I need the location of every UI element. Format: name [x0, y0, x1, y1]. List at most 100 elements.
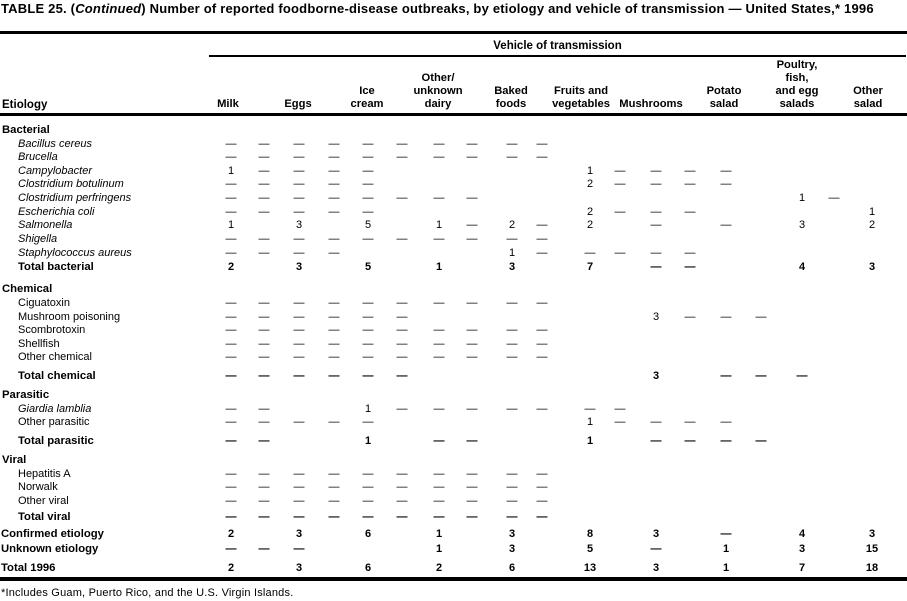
row-label: Clostridium perfringens [18, 192, 132, 204]
row-label: Brucella [18, 151, 58, 163]
cell-dash: — [225, 495, 237, 507]
cell-dash: — [328, 247, 340, 259]
cell-dash: — [828, 192, 840, 204]
cell-dash: — [362, 511, 374, 523]
cell-dash: — [328, 206, 340, 218]
cell-value: 15 [865, 543, 879, 555]
cell-value: 6 [364, 562, 372, 574]
table-row: Brucella — — — — — — — — — — [0, 151, 907, 164]
cell-dash: — [720, 528, 732, 540]
row-label: Giardia lamblia [18, 403, 92, 415]
cell-value: 3 [652, 562, 660, 574]
cell-value: 1 [364, 403, 372, 415]
cell-dash: — [225, 151, 237, 163]
cell-dash: — [225, 511, 237, 523]
cell-dash: — [433, 233, 445, 245]
col-header-line: dairy [424, 98, 452, 110]
col-header-line: salad [709, 98, 739, 110]
cell-dash: — [396, 311, 408, 323]
table-row: Campylobacter 1 — — — — 1 — — — — [0, 165, 907, 178]
cell-dash: — [536, 138, 548, 150]
cell-dash: — [536, 468, 548, 480]
cell-dash: — [433, 435, 445, 447]
cell-dash: — [584, 403, 596, 415]
cell-dash: — [536, 233, 548, 245]
cell-dash: — [225, 178, 237, 190]
col-header-line: and egg [775, 85, 819, 97]
cell-dash: — [258, 370, 270, 382]
cell-dash: — [433, 495, 445, 507]
table-row: Other parasitic — — — — — 1 — — — — [0, 416, 907, 429]
cell-dash: — [536, 351, 548, 363]
cell-dash: — [362, 338, 374, 350]
cell-dash: — [293, 165, 305, 177]
cell-dash: — [396, 151, 408, 163]
cell-value: 3 [868, 528, 876, 540]
cell-value: 3 [295, 219, 303, 231]
cell-dash: — [755, 370, 767, 382]
col-header-potato-salad: Potato salad [669, 85, 779, 111]
cell-dash: — [328, 151, 340, 163]
col-header-line: fish, [785, 72, 809, 84]
cell-dash: — [466, 435, 478, 447]
row-label: Confirmed etiology [1, 528, 104, 540]
cell-dash: — [396, 468, 408, 480]
table-row: Chemical [0, 283, 907, 296]
table-row: Giardia lamblia — — 1 — — — — — — — [0, 403, 907, 416]
row-label: Norwalk [18, 481, 58, 493]
cell-dash: — [396, 351, 408, 363]
cell-dash: — [293, 311, 305, 323]
table-row: Confirmed etiology 2 3 6 1 3 8 3—4 3 [0, 528, 907, 541]
cell-value: 2 [227, 528, 235, 540]
cell-value: 3 [652, 370, 660, 382]
table-row: Viral [0, 454, 907, 467]
cell-dash: — [506, 403, 518, 415]
cell-dash: — [293, 370, 305, 382]
table-row: Bacillus cereus — — — — — — — — — — [0, 138, 907, 151]
cell-dash: — [396, 138, 408, 150]
cell-dash: — [258, 468, 270, 480]
cell-dash: — [536, 324, 548, 336]
row-label: Shellfish [18, 338, 60, 350]
cell-dash: — [614, 247, 626, 259]
cell-dash: — [293, 351, 305, 363]
table-row: Norwalk — — — — — — — — — — [0, 481, 907, 494]
cell-dash: — [258, 416, 270, 428]
cell-dash: — [225, 435, 237, 447]
row-label: Clostridium botulinum [18, 178, 124, 190]
title-rule [0, 31, 907, 34]
cell-value: 1 [586, 165, 594, 177]
cell-dash: — [536, 338, 548, 350]
cell-dash: — [328, 233, 340, 245]
cell-dash: — [536, 219, 548, 231]
cell-dash: — [328, 351, 340, 363]
row-label: Shigella [18, 233, 58, 245]
row-label: Viral [2, 454, 27, 466]
cell-dash: — [684, 311, 696, 323]
cell-dash: — [225, 481, 237, 493]
cell-value: 2 [227, 261, 235, 273]
cell-dash: — [614, 178, 626, 190]
table-row: Total 1996 2 3 6 2 6 13 3 1 7 18 [0, 562, 907, 575]
table-row: Unknown etiology — — — 1 3 5 — 1 3 15 [0, 543, 907, 556]
cell-dash: — [362, 468, 374, 480]
cell-dash: — [466, 151, 478, 163]
cell-value: 3 [295, 528, 303, 540]
cell-dash: — [433, 338, 445, 350]
cell-dash: — [293, 543, 305, 555]
cell-dash: — [258, 403, 270, 415]
cell-dash: — [328, 138, 340, 150]
cell-value: 4 [798, 261, 806, 273]
cell-dash: — [328, 165, 340, 177]
cell-dash: — [258, 351, 270, 363]
cell-dash: — [258, 247, 270, 259]
cell-dash: — [225, 233, 237, 245]
cell-dash: — [362, 138, 374, 150]
cell-dash: — [258, 511, 270, 523]
cell-value: 4 [798, 528, 806, 540]
cell-dash: — [293, 138, 305, 150]
cell-dash: — [433, 468, 445, 480]
cell-value: 1 [722, 543, 730, 555]
cell-dash: — [466, 324, 478, 336]
cell-dash: — [362, 416, 374, 428]
